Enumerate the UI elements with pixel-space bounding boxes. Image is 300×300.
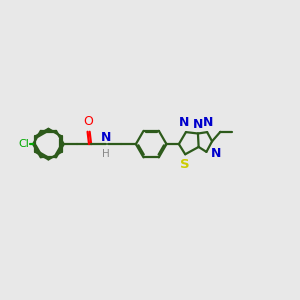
Text: N: N [203,116,214,129]
Text: H: H [102,149,110,159]
Text: S: S [180,158,189,171]
Text: N: N [101,130,111,143]
Text: N: N [211,147,221,160]
Text: N: N [178,116,189,129]
Text: N: N [193,118,204,130]
Text: Cl: Cl [19,139,30,149]
Text: O: O [83,115,93,128]
